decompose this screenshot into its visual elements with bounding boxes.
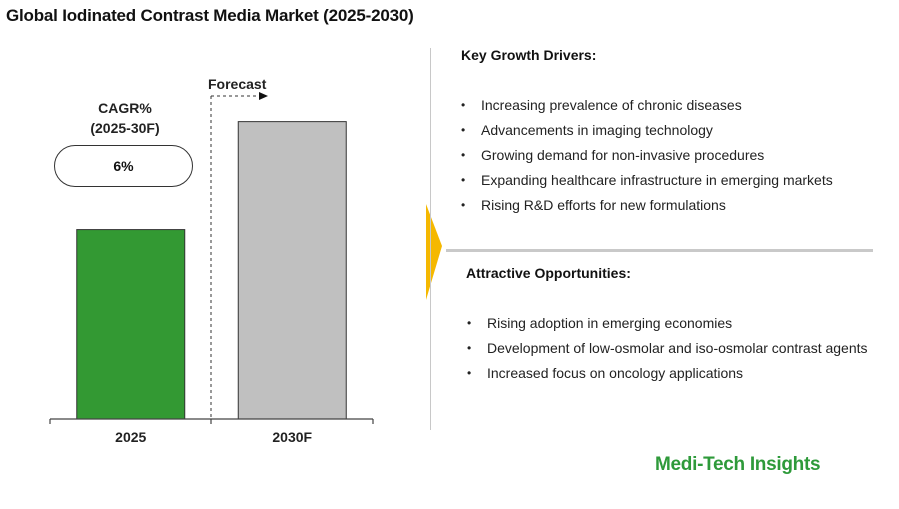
bar-2025 <box>76 229 186 420</box>
driver-item: Growing demand for non-invasive procedur… <box>460 143 833 168</box>
opportunity-item: Rising adoption in emerging economies <box>466 311 868 336</box>
driver-item: Expanding healthcare infrastructure in e… <box>460 168 833 193</box>
opportunities-title: Attractive Opportunities: <box>466 265 631 281</box>
opportunity-item: Development of low-osmolar and iso-osmol… <box>466 336 868 361</box>
forecast-label: Forecast <box>208 76 267 92</box>
cagr-label-line1: CAGR% <box>98 100 152 116</box>
opportunities-list: Rising adoption in emerging economiesDev… <box>466 311 868 386</box>
forecast-arrow-head-icon <box>259 92 268 100</box>
bar-2030f <box>237 121 347 420</box>
opportunity-item: Increased focus on oncology applications <box>466 361 868 386</box>
section-separator <box>446 249 873 252</box>
cagr-label: CAGR% (2025-30F) <box>60 98 190 138</box>
chevron-arrow-icon <box>426 204 442 300</box>
driver-item: Increasing prevalence of chronic disease… <box>460 93 833 118</box>
brand-logo: Medi-Tech Insights <box>655 454 821 475</box>
drivers-title: Key Growth Drivers: <box>461 47 597 63</box>
page-title: Global Iodinated Contrast Media Market (… <box>6 6 414 25</box>
x-tick-label: 2025 <box>115 429 146 445</box>
x-tick-label: 2030F <box>272 429 312 445</box>
cagr-label-line2: (2025-30F) <box>90 120 160 136</box>
cagr-value-badge: 6% <box>54 145 193 187</box>
vertical-divider <box>430 48 431 430</box>
driver-item: Advancements in imaging technology <box>460 118 833 143</box>
driver-item: Rising R&D efforts for new formulations <box>460 193 833 218</box>
drivers-list: Increasing prevalence of chronic disease… <box>460 93 833 218</box>
